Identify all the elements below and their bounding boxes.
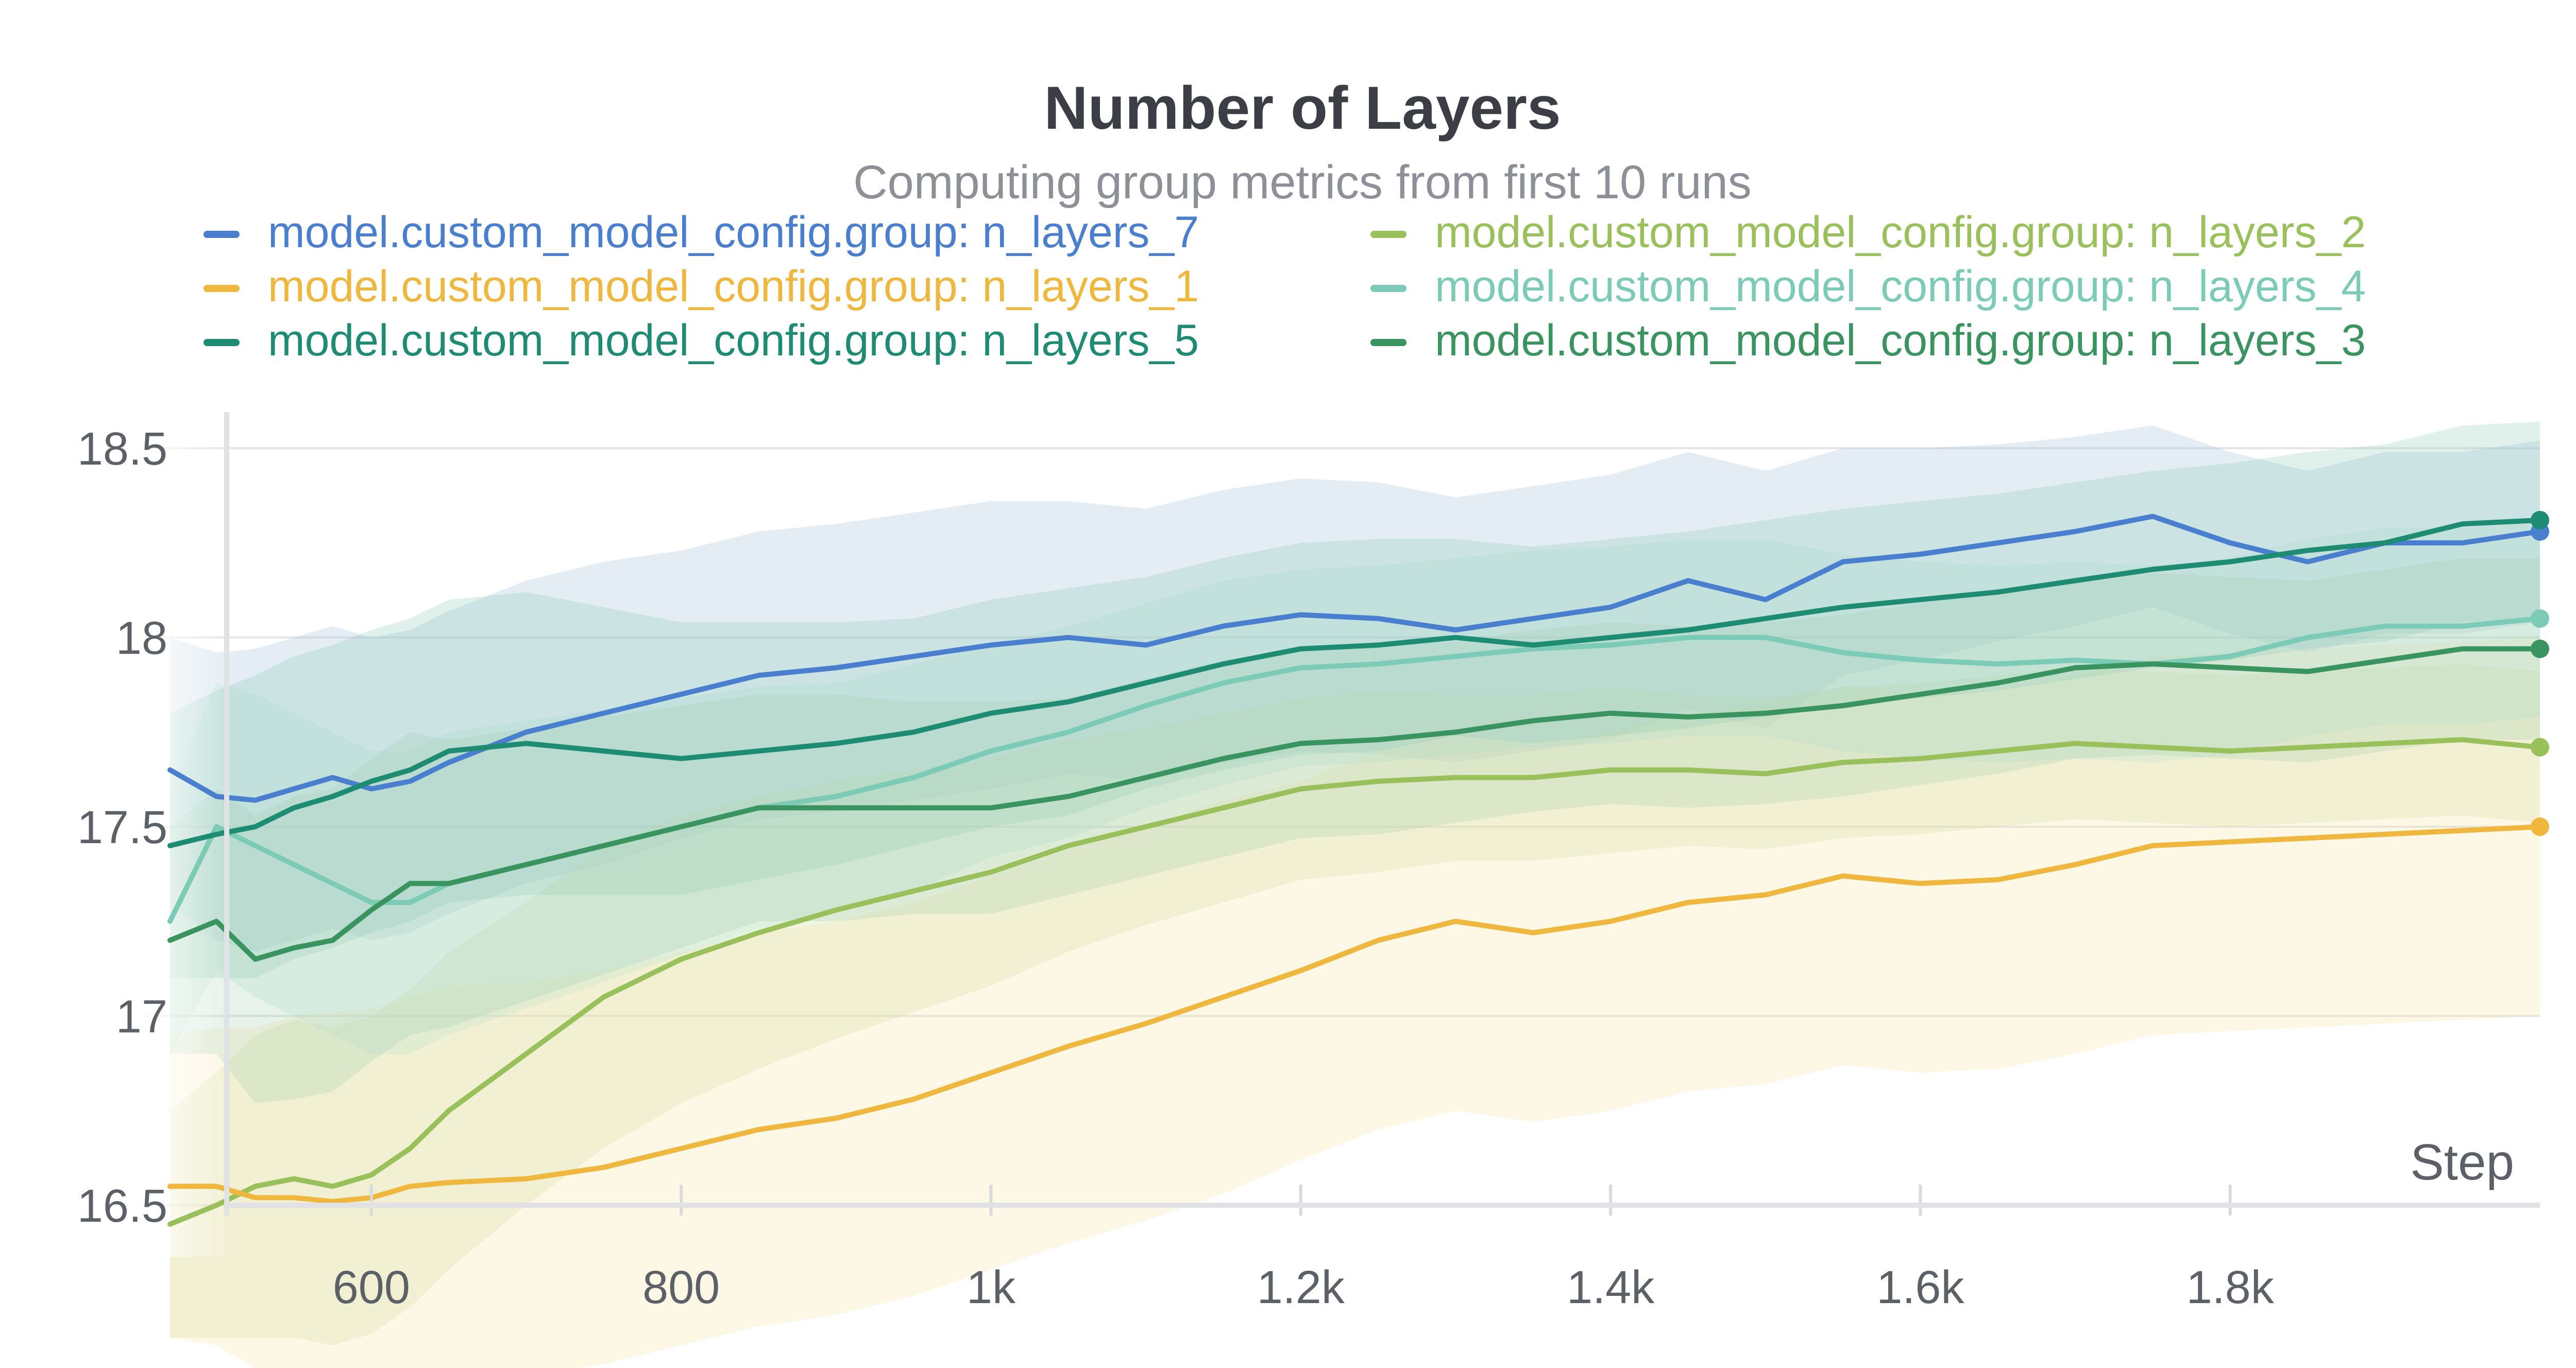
series-lines [167,510,2549,1227]
series-band [170,664,2540,1345]
series-line [167,646,2543,962]
tick-labels: 16.5 17 17.5 18 18.5 600 800 1k 1.2k 1.4k 1.6k 1.8k [77,423,2275,1313]
series-band [170,421,2540,979]
legend-label: model.custom_model_config.group: n_layer… [268,208,1199,257]
series-endpoint [2531,510,2549,529]
legend-item: model.custom_model_config.group: n_layer… [204,208,1199,257]
legend-swatch [1370,285,1406,292]
x-tick-label: 1k [967,1262,1016,1313]
legend-label: model.custom_model_config.group: n_layer… [268,262,1199,311]
legend: model.custom_model_config.group: n_layer… [204,208,2366,365]
legend-swatch [204,231,240,238]
series-endpoint [2531,639,2549,658]
y-tick-label: 18.5 [77,423,167,475]
y-tick-label: 17 [116,991,167,1043]
legend-item: model.custom_model_config.group: n_layer… [204,262,1199,311]
x-tick-label: 600 [333,1262,410,1313]
legend-label: model.custom_model_config.group: n_layer… [268,316,1199,365]
legend-item: model.custom_model_config.group: n_layer… [1370,262,2366,311]
y-tick-label: 17.5 [77,802,167,853]
x-tick-label: 1.8k [2187,1262,2275,1313]
x-tick-label: 1.6k [1876,1262,1964,1313]
chart-title: Number of Layers [1044,74,1561,142]
series-line [167,737,2543,1227]
series-endpoint [2531,817,2549,836]
series-endpoint [2531,609,2549,628]
y-tick-label: 16.5 [77,1181,167,1232]
axes [224,412,2540,1216]
legend-item: model.custom_model_config.group: n_layer… [204,316,1199,365]
legend-swatch [204,285,240,292]
legend-label: model.custom_model_config.group: n_layer… [1435,262,2366,311]
legend-label: model.custom_model_config.group: n_layer… [1435,208,2366,257]
series-band [170,558,2540,1103]
legend-item: model.custom_model_config.group: n_layer… [1370,208,2366,257]
legend-label: model.custom_model_config.group: n_layer… [1435,316,2366,365]
x-tick-label: 1.4k [1567,1262,1655,1313]
legend-swatch [1370,339,1406,346]
series-line [167,824,2543,1204]
series-band [170,520,2540,1054]
series-band [170,425,2540,952]
series-band [170,637,2540,1368]
chart-subtitle: Computing group metrics from first 10 ru… [853,156,1752,209]
left-fade [129,391,232,1257]
y-tick-label: 18 [116,613,167,664]
x-axis-title: Step [2410,1134,2514,1190]
series-line [167,514,2543,803]
x-tick-label: 1.2k [1257,1262,1345,1313]
x-tick-label: 800 [642,1262,720,1313]
legend-item: model.custom_model_config.group: n_layer… [1370,316,2366,365]
series-endpoint [2531,738,2549,757]
legend-swatch [1370,231,1406,238]
confidence-bands [129,391,2540,1368]
series-line [167,615,2543,924]
series-line [167,517,2543,848]
legend-swatch [204,339,240,346]
